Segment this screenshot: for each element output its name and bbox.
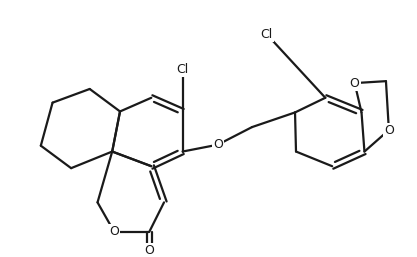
Text: O: O: [144, 244, 154, 257]
Text: O: O: [384, 124, 394, 136]
Text: O: O: [350, 77, 359, 90]
Text: O: O: [213, 138, 223, 151]
Text: Cl: Cl: [261, 28, 273, 41]
Text: Cl: Cl: [176, 63, 189, 76]
Text: O: O: [109, 225, 119, 238]
